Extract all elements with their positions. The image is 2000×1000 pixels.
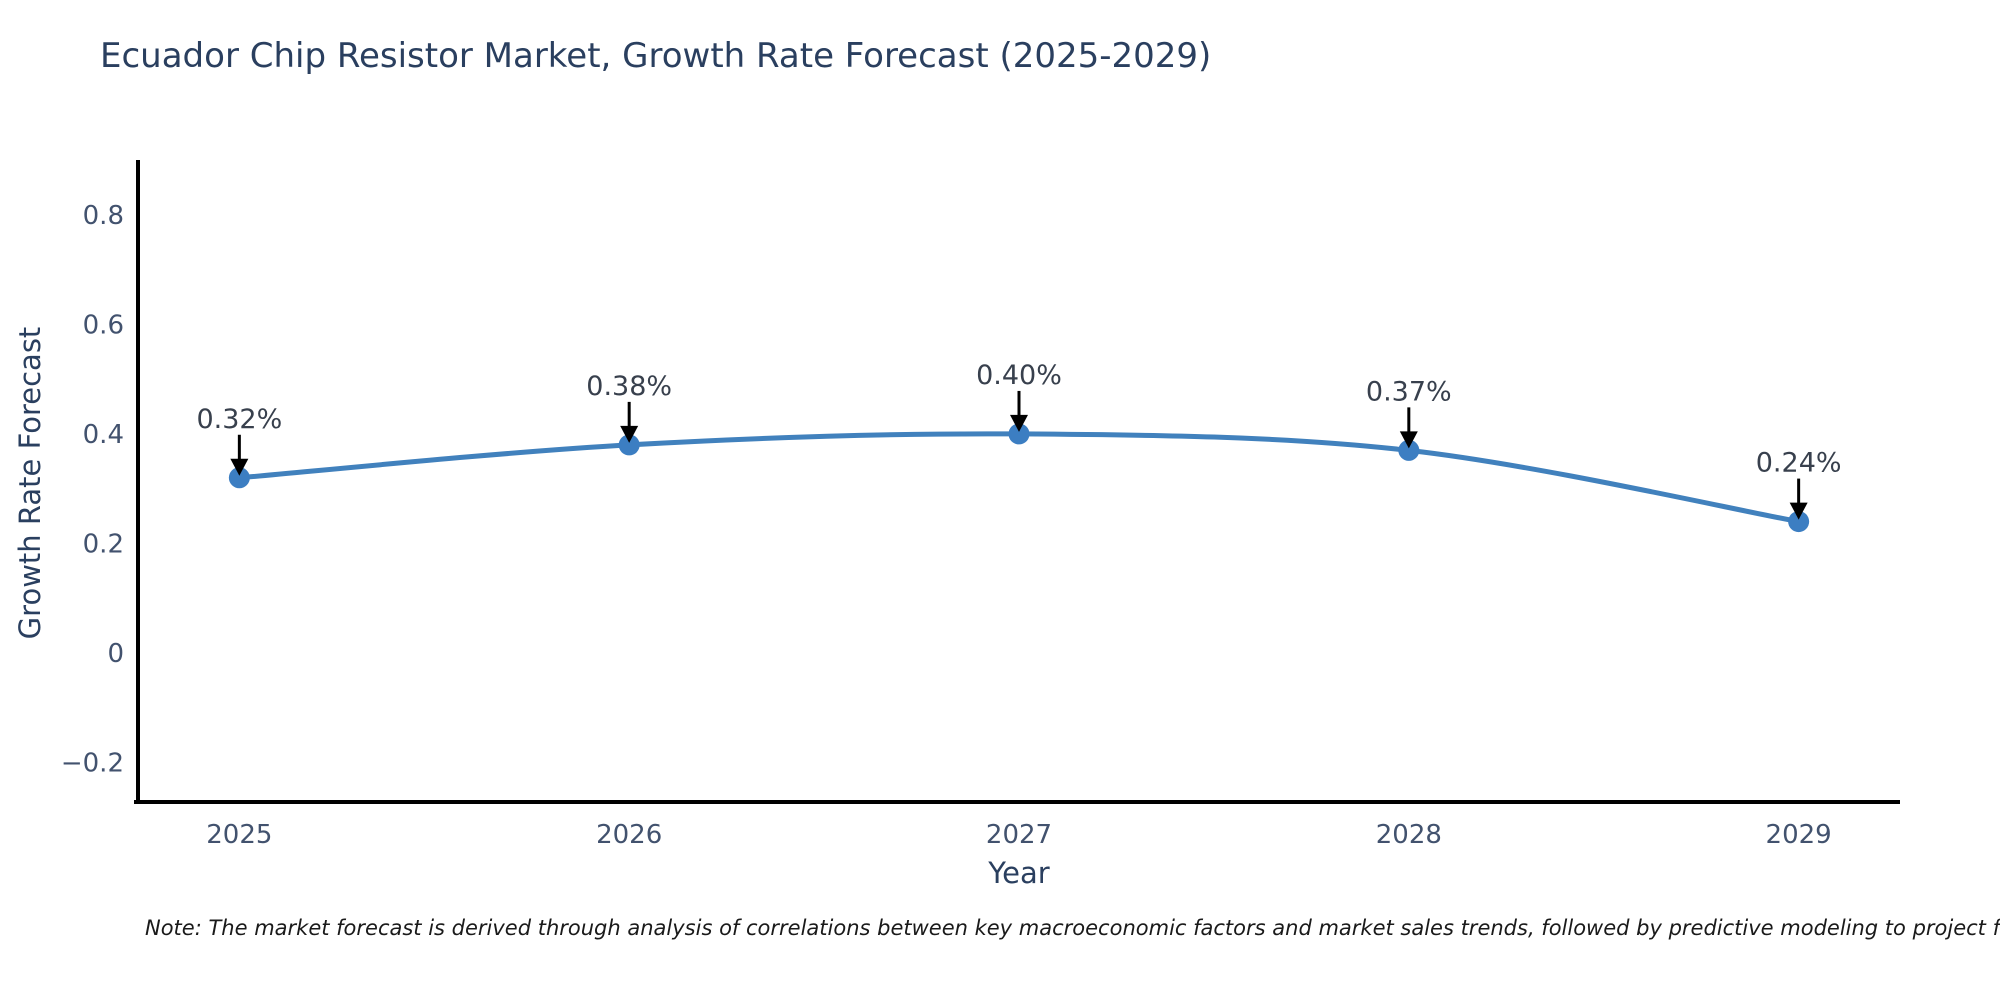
annotation-arrowhead — [1789, 502, 1808, 520]
x-axis-title: Year — [988, 856, 1050, 890]
y-tick-label: 0.2 — [83, 530, 124, 560]
y-tick-label: 0.8 — [83, 201, 124, 231]
y-tick-label: 0 — [107, 639, 124, 669]
y-axis-title: Growth Rate Forecast — [13, 326, 47, 640]
data-point-marker — [1008, 423, 1030, 445]
annotation-label: 0.38% — [586, 371, 672, 402]
data-point-marker — [1398, 439, 1420, 461]
y-tick-label: 0.6 — [83, 310, 124, 340]
x-tick-label: 2029 — [1766, 820, 1832, 850]
data-point-marker — [618, 434, 640, 456]
x-tick-label: 2028 — [1376, 820, 1442, 850]
data-point-marker — [228, 467, 250, 489]
chart-title: Ecuador Chip Resistor Market, Growth Rat… — [100, 36, 1212, 76]
data-point-marker — [1788, 511, 1810, 533]
footnote: Note: The market forecast is derived thr… — [145, 916, 2000, 940]
y-tick-label: 0.4 — [83, 420, 124, 450]
annotation-arrowhead — [1010, 414, 1028, 432]
annotation-label: 0.40% — [976, 360, 1062, 391]
annotation-label: 0.37% — [1366, 376, 1452, 407]
y-tick-label: −0.2 — [61, 749, 124, 779]
annotation-arrowhead — [230, 458, 249, 476]
line-series — [236, 431, 1802, 525]
x-tick-label: 2027 — [986, 820, 1052, 850]
x-tick-label: 2026 — [596, 820, 662, 850]
annotation-arrowhead — [620, 425, 639, 443]
annotation-label: 0.24% — [1756, 448, 1842, 479]
annotation-label: 0.32% — [196, 404, 282, 435]
annotation-arrowhead — [1399, 431, 1418, 449]
x-tick-label: 2025 — [206, 820, 272, 850]
